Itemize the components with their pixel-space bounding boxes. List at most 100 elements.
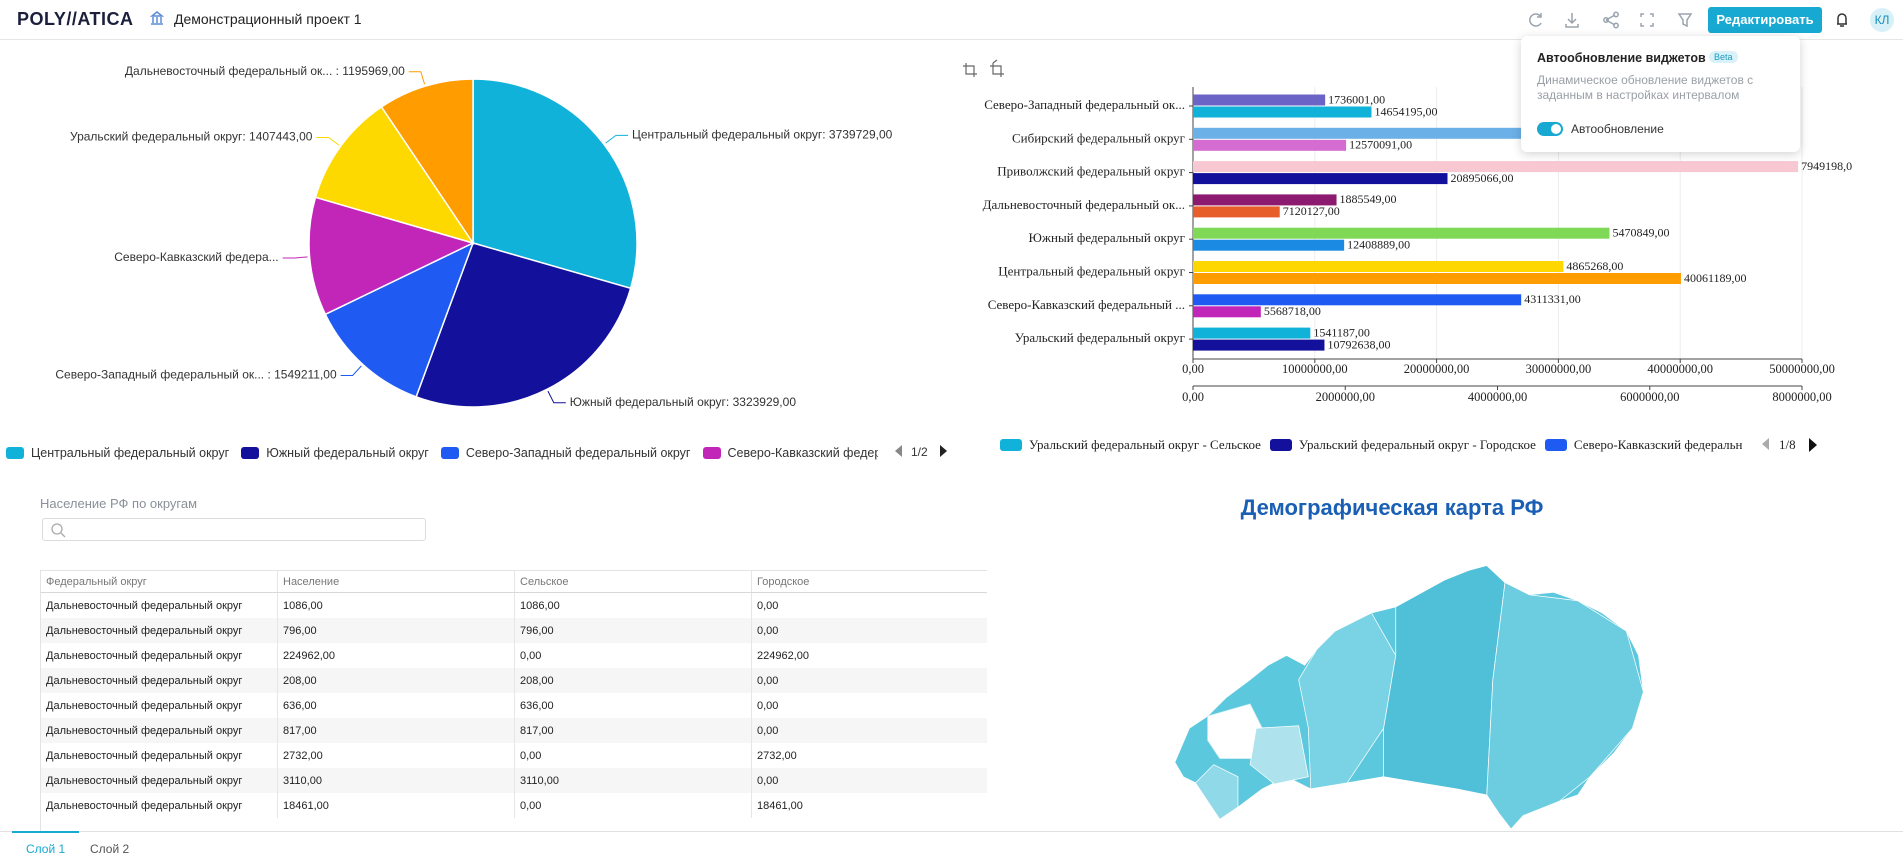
table-row[interactable]: Дальневосточный федеральный округ 2732,00… xyxy=(41,743,987,768)
map-region[interactable] xyxy=(1486,582,1644,830)
map-title: Демографическая карта РФ xyxy=(1241,495,1544,520)
table-row[interactable]: Дальневосточный федеральный округ 796,00 7… xyxy=(41,618,987,643)
map-region[interactable] xyxy=(1195,764,1239,820)
x-tick-label: 10000000,00 xyxy=(1282,362,1348,376)
avatar[interactable]: КЛ xyxy=(1870,8,1894,32)
refresh-icon[interactable] xyxy=(1529,13,1542,27)
x-tick-label: 0,00 xyxy=(1182,362,1204,376)
layer-tab[interactable]: Слой 1 xyxy=(26,842,66,856)
popup-title: Автообновление виджетов xyxy=(1537,51,1706,65)
table-row[interactable]: Дальневосточный федеральный округ 1086,00… xyxy=(41,592,987,618)
bar-value-label: 20895066,00 xyxy=(1451,171,1514,185)
project-icon xyxy=(149,11,165,25)
bar-value-label: 5568718,00 xyxy=(1264,304,1321,318)
legend-label: Северо-Кавказский федеральн xyxy=(1573,437,1743,452)
bar xyxy=(1193,339,1325,351)
pie-slice xyxy=(380,78,474,246)
bar-value-label: 7949198,0 xyxy=(1801,159,1852,173)
legend-label: Северо-Кавказский федеральн xyxy=(727,446,879,460)
layer-tab[interactable]: Слой 2 xyxy=(90,842,130,856)
leader-line xyxy=(282,256,308,259)
pie-slice xyxy=(308,196,476,316)
table-row[interactable]: Дальневосточный федеральный округ 18461,0… xyxy=(41,793,987,818)
pie-slice xyxy=(472,78,638,290)
bar-value-label: 4311331,00 xyxy=(1524,292,1581,306)
share-node xyxy=(1613,22,1619,29)
legend-item[interactable]: Центральный федеральный округ xyxy=(6,446,229,460)
download-icon[interactable] xyxy=(1565,13,1579,28)
table-cell: 796,00 xyxy=(514,618,752,643)
search-box[interactable] xyxy=(42,518,426,541)
bar-legend: Уральский федеральный округ - Сельское Ур… xyxy=(1000,436,1751,454)
map-region[interactable] xyxy=(1298,612,1397,790)
table-cell: Дальневосточный федеральный округ xyxy=(41,718,278,743)
bar-value-label: 4865268,00 xyxy=(1566,259,1623,273)
bar-value-label: 1541187,00 xyxy=(1313,325,1370,339)
legend-next[interactable] xyxy=(1809,438,1817,452)
toggle[interactable] xyxy=(1537,122,1563,136)
bar xyxy=(1193,261,1564,272)
table-cell: Дальневосточный федеральный округ xyxy=(41,693,278,718)
pie-slice xyxy=(314,105,475,245)
toolbar-icons[interactable] xyxy=(149,11,1847,77)
map-region[interactable] xyxy=(1383,565,1506,796)
bar-value-label: 40061189,00 xyxy=(1684,271,1747,285)
legend-item[interactable]: Уральский федеральный округ - Городское xyxy=(1269,437,1536,453)
bell-icon[interactable] xyxy=(1837,13,1847,27)
table-row[interactable]: Дальневосточный федеральный округ 817,00 8… xyxy=(41,718,987,743)
bar xyxy=(1193,294,1522,306)
search-icon xyxy=(51,523,66,538)
legend-prev[interactable] xyxy=(1762,438,1769,450)
filter-icon[interactable] xyxy=(1677,13,1693,28)
table-cell: 817,00 xyxy=(514,718,752,743)
table-header: Федеральный округ Население Сельское Городс… xyxy=(41,570,987,593)
legend-swatch xyxy=(1544,439,1567,451)
bar xyxy=(1193,194,1337,206)
legend-next[interactable] xyxy=(940,445,947,457)
table-row[interactable]: Дальневосточный федеральный округ 224962,… xyxy=(41,643,987,668)
table-cell: 2732,00 xyxy=(277,743,515,768)
x2-tick-label: 8000000,00 xyxy=(1772,390,1831,404)
beta-badge: Beta xyxy=(1709,51,1738,63)
bar xyxy=(1193,139,1347,151)
table-cell: Дальневосточный федеральный округ xyxy=(41,743,278,768)
pie-label: Южный федеральный округ: 3323929,00 xyxy=(570,395,797,409)
legend-item[interactable]: Северо-Западный федеральный округ xyxy=(440,446,691,460)
share-node xyxy=(1603,17,1609,23)
bar xyxy=(1193,161,1799,173)
legend-item[interactable]: Северо-Кавказский федеральн xyxy=(1544,437,1743,453)
legend-prev[interactable] xyxy=(895,445,902,457)
legend-item[interactable]: Северо-Кавказский федеральн xyxy=(702,446,879,460)
legend-label: Уральский федеральный округ - Городское xyxy=(1298,437,1536,452)
leader-line xyxy=(408,71,426,85)
legend-item[interactable]: Уральский федеральный округ - Сельское xyxy=(1000,437,1261,453)
legend-label: Центральный федеральный округ xyxy=(31,446,230,460)
table-cell: 208,00 xyxy=(514,668,752,693)
x-tick-label: 40000000,00 xyxy=(1647,362,1713,376)
table-cell: 1086,00 xyxy=(514,592,752,618)
leader-line xyxy=(605,134,628,144)
logo[interactable]: POLY//ATICA xyxy=(17,9,134,29)
pie-label: Уральский федеральный округ: 1407443,00 xyxy=(70,130,313,144)
table-row[interactable]: Дальневосточный федеральный округ 636,00 6… xyxy=(41,693,987,718)
map-region[interactable] xyxy=(1249,725,1309,785)
data-table: Федеральный округ Население Сельское Городс… xyxy=(41,570,987,818)
table-row[interactable]: Дальневосточный федеральный округ 208,00 2… xyxy=(41,668,987,693)
legend-swatch xyxy=(1000,439,1022,451)
crop-icon[interactable] xyxy=(963,63,977,77)
crop-icon[interactable] xyxy=(990,59,1004,77)
table-cell: 796,00 xyxy=(277,618,515,643)
table-title: Население РФ по округам xyxy=(40,496,198,511)
table-body: Дальневосточный федеральный округ 1086,00… xyxy=(41,592,987,818)
x-tick-label: 30000000,00 xyxy=(1526,362,1592,376)
bar-value-label: 1885549,00 xyxy=(1340,192,1397,206)
legend-item[interactable]: Южный федеральный округ xyxy=(241,446,429,460)
table-row[interactable]: Дальневосточный федеральный округ 3110,00… xyxy=(41,768,987,793)
fullscreen-icon[interactable] xyxy=(1640,13,1654,27)
share-node xyxy=(1613,11,1619,18)
x2-tick-label: 2000000,00 xyxy=(1316,390,1375,404)
table-cell: 18461,00 xyxy=(751,793,987,818)
toggle-knob xyxy=(1551,124,1561,134)
table-cell: Дальневосточный федеральный округ xyxy=(41,668,278,693)
edit-button[interactable]: Редактировать xyxy=(1708,7,1822,33)
